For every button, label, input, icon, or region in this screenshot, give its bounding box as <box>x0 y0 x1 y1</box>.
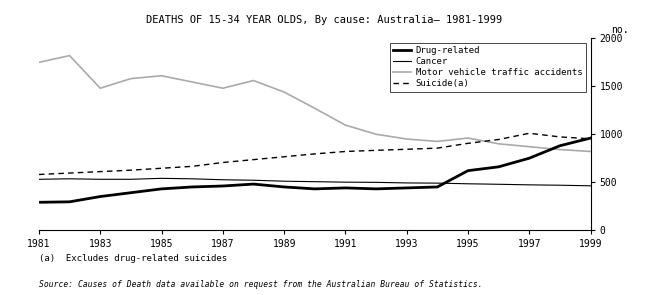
Text: Source: Causes of Death data available on request from the Australian Bureau of : Source: Causes of Death data available o… <box>39 280 483 289</box>
Text: no.: no. <box>611 24 629 35</box>
Text: DEATHS OF 15-34 YEAR OLDS, By cause: Australia— 1981-1999: DEATHS OF 15-34 YEAR OLDS, By cause: Aus… <box>147 15 502 25</box>
Legend: Drug-related, Cancer, Motor vehicle traffic accidents, Suicide(a): Drug-related, Cancer, Motor vehicle traf… <box>389 43 586 91</box>
Text: (a)  Excludes drug-related suicides: (a) Excludes drug-related suicides <box>39 254 227 263</box>
